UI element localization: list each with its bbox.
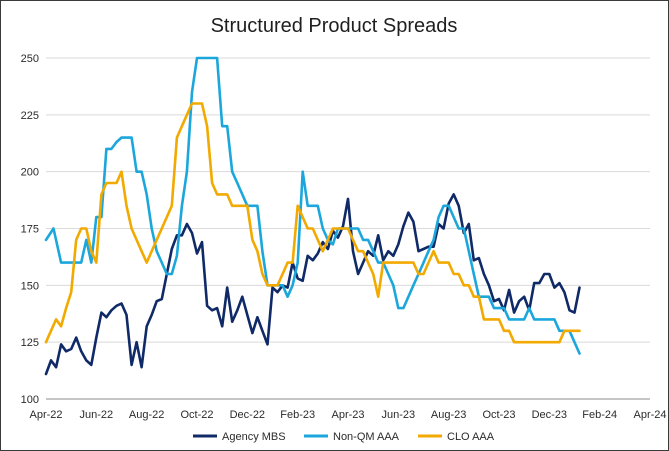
x-tick-label: Apr-24	[633, 409, 666, 421]
y-tick-label: 225	[21, 110, 39, 122]
x-tick-label: Jun-22	[80, 409, 114, 421]
y-tick-label: 150	[21, 280, 39, 292]
y-tick-label: 100	[21, 394, 39, 406]
legend-label: Agency MBS	[222, 431, 286, 443]
x-tick-label: Dec-22	[230, 409, 265, 421]
x-tick-label: Oct-22	[180, 409, 213, 421]
x-tick-label: Aug-22	[129, 409, 164, 421]
legend-label: CLO AAA	[447, 431, 495, 443]
x-axis-ticks: Apr-22 Jun-22 Aug-22 Oct-22 Dec-22 Feb-23 Apr-…	[29, 409, 666, 421]
y-tick-label: 175	[21, 224, 39, 236]
x-tick-label: Dec-23	[532, 409, 567, 421]
y-axis-ticks: 100 125 150 175 200 225 250	[21, 53, 39, 406]
x-tick-label: Apr-23	[331, 409, 364, 421]
x-tick-label: Feb-23	[280, 409, 315, 421]
chart-title: Structured Product Spreads	[211, 15, 458, 37]
y-tick-label: 200	[21, 167, 39, 179]
x-tick-label: Aug-23	[431, 409, 466, 421]
y-tick-label: 250	[21, 53, 39, 65]
series-line-agency-mbs	[44, 193, 581, 376]
y-tick-label: 125	[21, 337, 39, 349]
x-tick-label: Jun-23	[382, 409, 416, 421]
series-line-non-qm-aaa	[44, 56, 581, 355]
x-tick-label: Apr-22	[29, 409, 62, 421]
legend: Agency MBS Non-QM AAA CLO AAA	[193, 431, 495, 443]
series-lines	[44, 56, 581, 376]
x-tick-label: Feb-24	[582, 409, 617, 421]
legend-label: Non-QM AAA	[333, 431, 400, 443]
x-tick-label: Oct-23	[482, 409, 515, 421]
series-line-clo-aaa	[44, 102, 581, 344]
